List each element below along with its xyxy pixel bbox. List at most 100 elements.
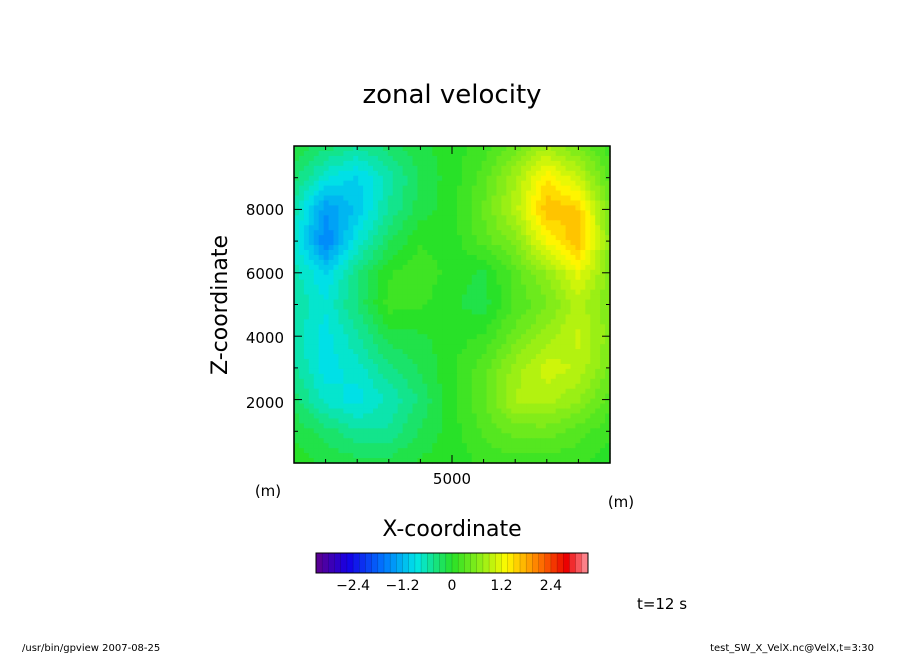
heatmap-cell — [318, 443, 325, 449]
heatmap-cell — [456, 220, 463, 226]
heatmap-cell — [348, 284, 354, 291]
heatmap-cell — [348, 220, 354, 226]
heatmap-cell — [313, 220, 320, 226]
heatmap-cell — [476, 458, 483, 464]
heatmap-cell — [407, 289, 414, 296]
heatmap-cell — [471, 314, 478, 320]
heatmap-cell — [496, 150, 502, 157]
heatmap-cell — [511, 190, 517, 197]
heatmap-cell — [516, 334, 522, 340]
heatmap-cell — [535, 299, 542, 306]
heatmap-cell — [516, 324, 522, 330]
heatmap-cell — [521, 329, 527, 335]
heatmap-cell — [521, 264, 527, 271]
heatmap-cell — [338, 225, 344, 231]
heatmap-cell — [417, 160, 423, 167]
heatmap-cell — [323, 393, 330, 400]
heatmap-cell — [432, 344, 438, 350]
heatmap-cell — [417, 274, 423, 281]
heatmap-cell — [580, 284, 586, 291]
heatmap-cell — [600, 448, 606, 454]
heatmap-cell — [545, 250, 552, 256]
heatmap-cell — [318, 289, 325, 296]
heatmap-cell — [585, 448, 591, 454]
heatmap-cell — [516, 398, 522, 405]
heatmap-cell — [422, 403, 428, 410]
heatmap-cell — [417, 324, 423, 330]
heatmap-cell — [298, 344, 305, 350]
heatmap-cell — [294, 393, 300, 400]
heatmap-cell — [333, 408, 340, 415]
heatmap-cell — [580, 398, 586, 405]
heatmap-cell — [595, 264, 601, 271]
heatmap-cell — [501, 294, 507, 301]
heatmap-cell — [373, 146, 379, 152]
heatmap-cell — [387, 170, 394, 177]
heatmap-cell — [476, 349, 483, 355]
heatmap-cell — [540, 240, 547, 246]
heatmap-cell — [363, 240, 369, 246]
heatmap-cell — [575, 205, 581, 211]
heatmap-cell — [298, 220, 305, 226]
heatmap-cell — [313, 274, 320, 281]
heatmap-cell — [432, 383, 438, 390]
heatmap-cell — [580, 230, 586, 236]
heatmap-cell — [392, 200, 399, 207]
heatmap-cell — [397, 240, 404, 246]
heatmap-cell — [575, 225, 581, 231]
heatmap-cell — [585, 235, 591, 241]
heatmap-cell — [442, 220, 448, 226]
heatmap-cell — [343, 344, 349, 350]
heatmap-cell — [318, 453, 325, 459]
heatmap-cell — [595, 433, 601, 439]
heatmap-cell — [481, 215, 488, 221]
heatmap-cell — [328, 146, 335, 152]
heatmap-cell — [560, 294, 567, 301]
heatmap-cell — [585, 289, 591, 296]
heatmap-cell — [427, 403, 433, 410]
heatmap-cell — [456, 180, 463, 187]
heatmap-cell — [461, 448, 468, 454]
heatmap-cell — [437, 299, 443, 306]
heatmap-cell — [511, 319, 517, 325]
heatmap-cell — [486, 175, 493, 182]
heatmap-cell — [323, 200, 330, 207]
heatmap-cell — [323, 245, 330, 251]
heatmap-cell — [560, 180, 567, 187]
heatmap-cell — [417, 413, 423, 420]
heatmap-cell — [333, 453, 340, 459]
heatmap-cell — [313, 299, 320, 306]
heatmap-cell — [298, 160, 305, 167]
heatmap-cell — [560, 368, 567, 375]
heatmap-cell — [600, 160, 606, 167]
heatmap-cell — [294, 339, 300, 345]
heatmap-cell — [417, 245, 423, 251]
heatmap-cell — [338, 175, 344, 182]
heatmap-cell — [590, 334, 596, 340]
heatmap-cell — [432, 458, 438, 464]
heatmap-cell — [545, 200, 552, 207]
colorbar-tick-label: −1.2 — [386, 578, 420, 594]
heatmap-cell — [555, 235, 562, 241]
heatmap-cell — [353, 309, 359, 315]
heatmap-cell — [605, 378, 611, 385]
heatmap-cell — [595, 453, 601, 459]
heatmap-cell — [318, 349, 325, 355]
heatmap-cell — [373, 408, 379, 415]
heatmap-cell — [506, 200, 512, 207]
heatmap-cell — [412, 185, 419, 192]
heatmap-cell — [570, 433, 577, 439]
heatmap-cell — [521, 274, 527, 281]
heatmap-cell — [338, 245, 344, 251]
heatmap-cell — [461, 349, 468, 355]
heatmap-cell — [294, 150, 300, 157]
heatmap-cell — [471, 309, 478, 315]
heatmap-cell — [353, 180, 359, 187]
heatmap-cell — [442, 230, 448, 236]
heatmap-cell — [456, 235, 463, 241]
heatmap-cell — [481, 458, 488, 464]
heatmap-cell — [368, 448, 374, 454]
heatmap-cell — [580, 245, 586, 251]
heatmap-cell — [343, 200, 349, 207]
heatmap-cell — [373, 448, 379, 454]
